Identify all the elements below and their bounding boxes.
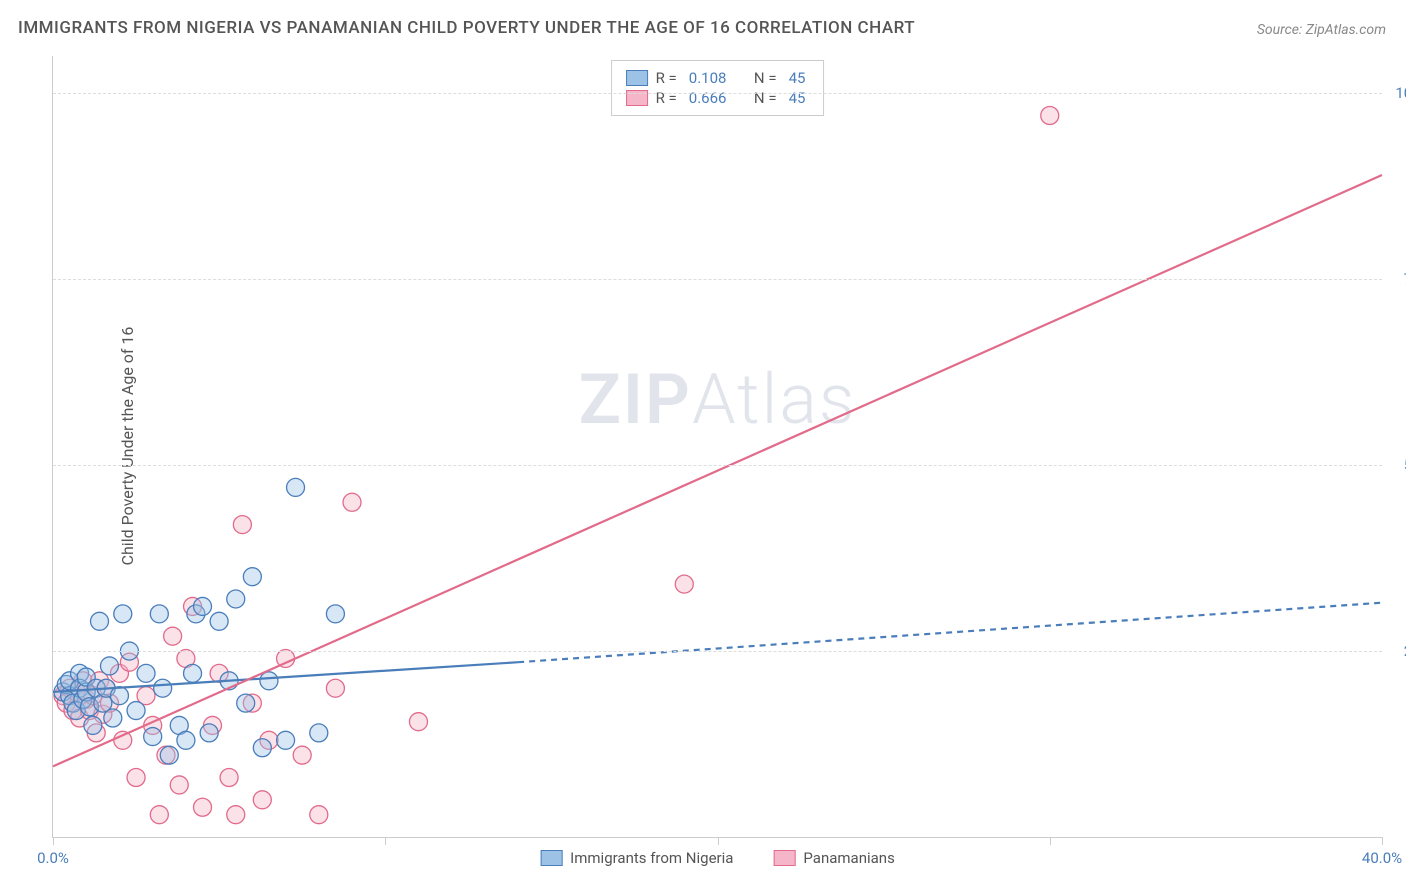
scatter-svg [53,56,1382,837]
scatter-point [277,731,295,749]
trend-line [53,175,1382,766]
scatter-point [243,568,261,586]
scatter-point [84,716,102,734]
scatter-point [150,605,168,623]
gridline-h [53,93,1382,94]
scatter-point [233,516,251,534]
scatter-point [114,605,132,623]
scatter-point [287,478,305,496]
x-tick-label: 40.0% [1362,849,1402,867]
scatter-point [1041,107,1059,125]
y-tick-label: 100.0% [1389,84,1406,102]
scatter-point [310,806,328,824]
scatter-point [237,694,255,712]
scatter-point [675,575,693,593]
scatter-point [160,746,178,764]
scatter-point [137,664,155,682]
scatter-point [127,768,145,786]
gridline-h [53,279,1382,280]
y-tick-label: 50.0% [1389,456,1406,474]
scatter-point [260,672,278,690]
bottom-legend-item-0: Immigrants from Nigeria [540,849,733,867]
source-label: Source: [1257,22,1302,38]
scatter-point [227,590,245,608]
scatter-point [91,612,109,630]
scatter-point [127,702,145,720]
gridline-h [53,465,1382,466]
scatter-point [164,627,182,645]
scatter-point [170,776,188,794]
scatter-point [114,731,132,749]
scatter-point [227,806,245,824]
scatter-point [104,709,122,727]
x-tick [1050,837,1051,845]
x-tick [1382,837,1383,845]
bottom-swatch-0 [540,850,562,866]
gridline-h [53,651,1382,652]
bottom-legend-item-1: Panamanians [773,849,894,867]
bottom-swatch-1 [773,850,795,866]
scatter-point [310,724,328,742]
y-tick-label: 75.0% [1389,270,1406,288]
x-tick [718,837,719,845]
scatter-point [194,597,212,615]
bottom-legend: Immigrants from Nigeria Panamanians [540,849,895,867]
scatter-point [220,768,238,786]
scatter-point [326,679,344,697]
scatter-point [194,798,212,816]
x-tick-label: 0.0% [37,849,69,867]
chart-title: IMMIGRANTS FROM NIGERIA VS PANAMANIAN CH… [18,18,915,38]
x-tick [53,837,54,845]
scatter-point [409,713,427,731]
scatter-point [326,605,344,623]
scatter-point [343,493,361,511]
scatter-point [293,746,311,764]
scatter-point [150,806,168,824]
plot-area: ZIPAtlas R = 0.108 N = 45 R = 0.666 N = … [52,56,1382,838]
y-tick-label: 25.0% [1389,642,1406,660]
scatter-point [110,687,128,705]
bottom-label-1: Panamanians [803,849,894,867]
scatter-point [253,739,271,757]
x-tick [385,837,386,845]
scatter-point [184,664,202,682]
bottom-label-0: Immigrants from Nigeria [570,849,733,867]
scatter-point [154,679,172,697]
scatter-point [200,724,218,742]
scatter-point [210,612,228,630]
source-attribution: Source: ZipAtlas.com [1257,22,1386,38]
scatter-point [100,657,118,675]
scatter-point [177,731,195,749]
scatter-point [144,728,162,746]
source-value: ZipAtlas.com [1306,22,1386,38]
scatter-point [253,791,271,809]
trend-line-dashed [518,603,1382,663]
